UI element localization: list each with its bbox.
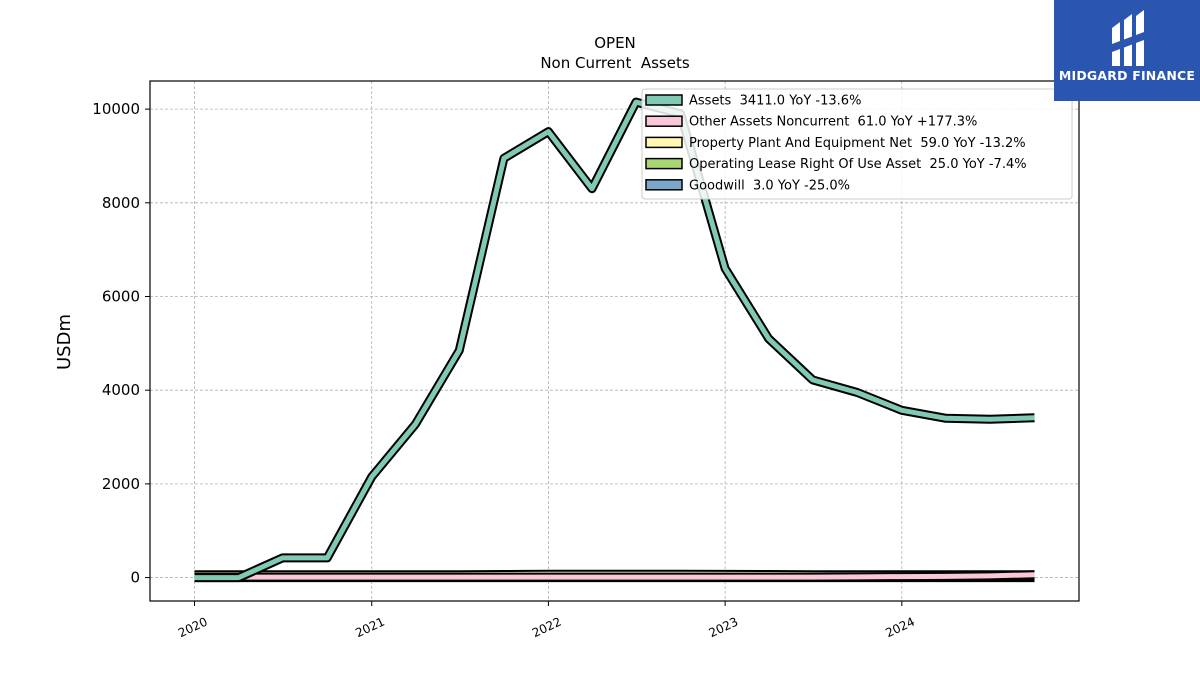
y-tick-label: 4000 bbox=[102, 381, 140, 399]
y-tick-label: 6000 bbox=[102, 287, 140, 305]
series-other-assets-noncurrent bbox=[194, 570, 1035, 582]
x-tick-label: 2023 bbox=[707, 615, 741, 641]
legend-swatch bbox=[645, 94, 683, 106]
legend: Assets 3411.0 YoY -13.6% Other Assets Non… bbox=[641, 88, 1073, 200]
series-line bbox=[194, 572, 1035, 580]
series-layer bbox=[194, 97, 1035, 583]
legend-label: Other Assets Noncurrent 61.0 YoY +177.3% bbox=[689, 115, 977, 130]
x-tick-label: 2024 bbox=[883, 615, 917, 641]
series-assets bbox=[194, 97, 1035, 583]
midgard-logo-icon bbox=[1112, 10, 1144, 66]
legend-label: Assets 3411.0 YoY -13.6% bbox=[689, 94, 861, 109]
x-tick-label: 2022 bbox=[530, 615, 564, 641]
legend-swatch bbox=[645, 157, 683, 170]
legend-swatch bbox=[645, 136, 683, 149]
legend-box bbox=[641, 88, 1073, 200]
brand-name: MIDGARD FINANCE bbox=[1058, 68, 1196, 83]
y-tick-label: 0 bbox=[130, 569, 140, 587]
y-tick-label: 2000 bbox=[102, 475, 140, 493]
y-tick-label: 8000 bbox=[102, 194, 140, 212]
legend-label: Property Plant And Equipment Net 59.0 Yo… bbox=[689, 136, 1026, 151]
brand-logo: MIDGARD FINANCE bbox=[1054, 0, 1200, 101]
legend-swatch bbox=[645, 179, 683, 191]
series-line bbox=[194, 99, 1035, 581]
x-tick-label: 2021 bbox=[353, 615, 387, 641]
y-axis-label: USDm bbox=[54, 314, 75, 370]
legend-label: Operating Lease Right Of Use Asset 25.0 … bbox=[689, 157, 1027, 172]
legend-swatch bbox=[645, 115, 683, 127]
chart-subtitle: Non Current Assets bbox=[540, 54, 690, 72]
chart-title: OPEN bbox=[594, 34, 636, 52]
y-tick-label: 10000 bbox=[92, 100, 140, 118]
legend-label: Goodwill 3.0 YoY -25.0% bbox=[689, 178, 850, 193]
x-axis: 2020 2021 2022 2023 2024 bbox=[176, 601, 917, 640]
y-axis: 0 2000 4000 6000 8000 10000 bbox=[92, 100, 150, 587]
plot-frame bbox=[149, 80, 1080, 602]
x-tick-label: 2020 bbox=[176, 615, 210, 641]
